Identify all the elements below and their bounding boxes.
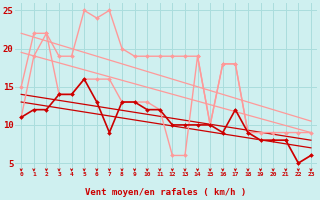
X-axis label: Vent moyen/en rafales ( km/h ): Vent moyen/en rafales ( km/h ): [85, 188, 247, 197]
